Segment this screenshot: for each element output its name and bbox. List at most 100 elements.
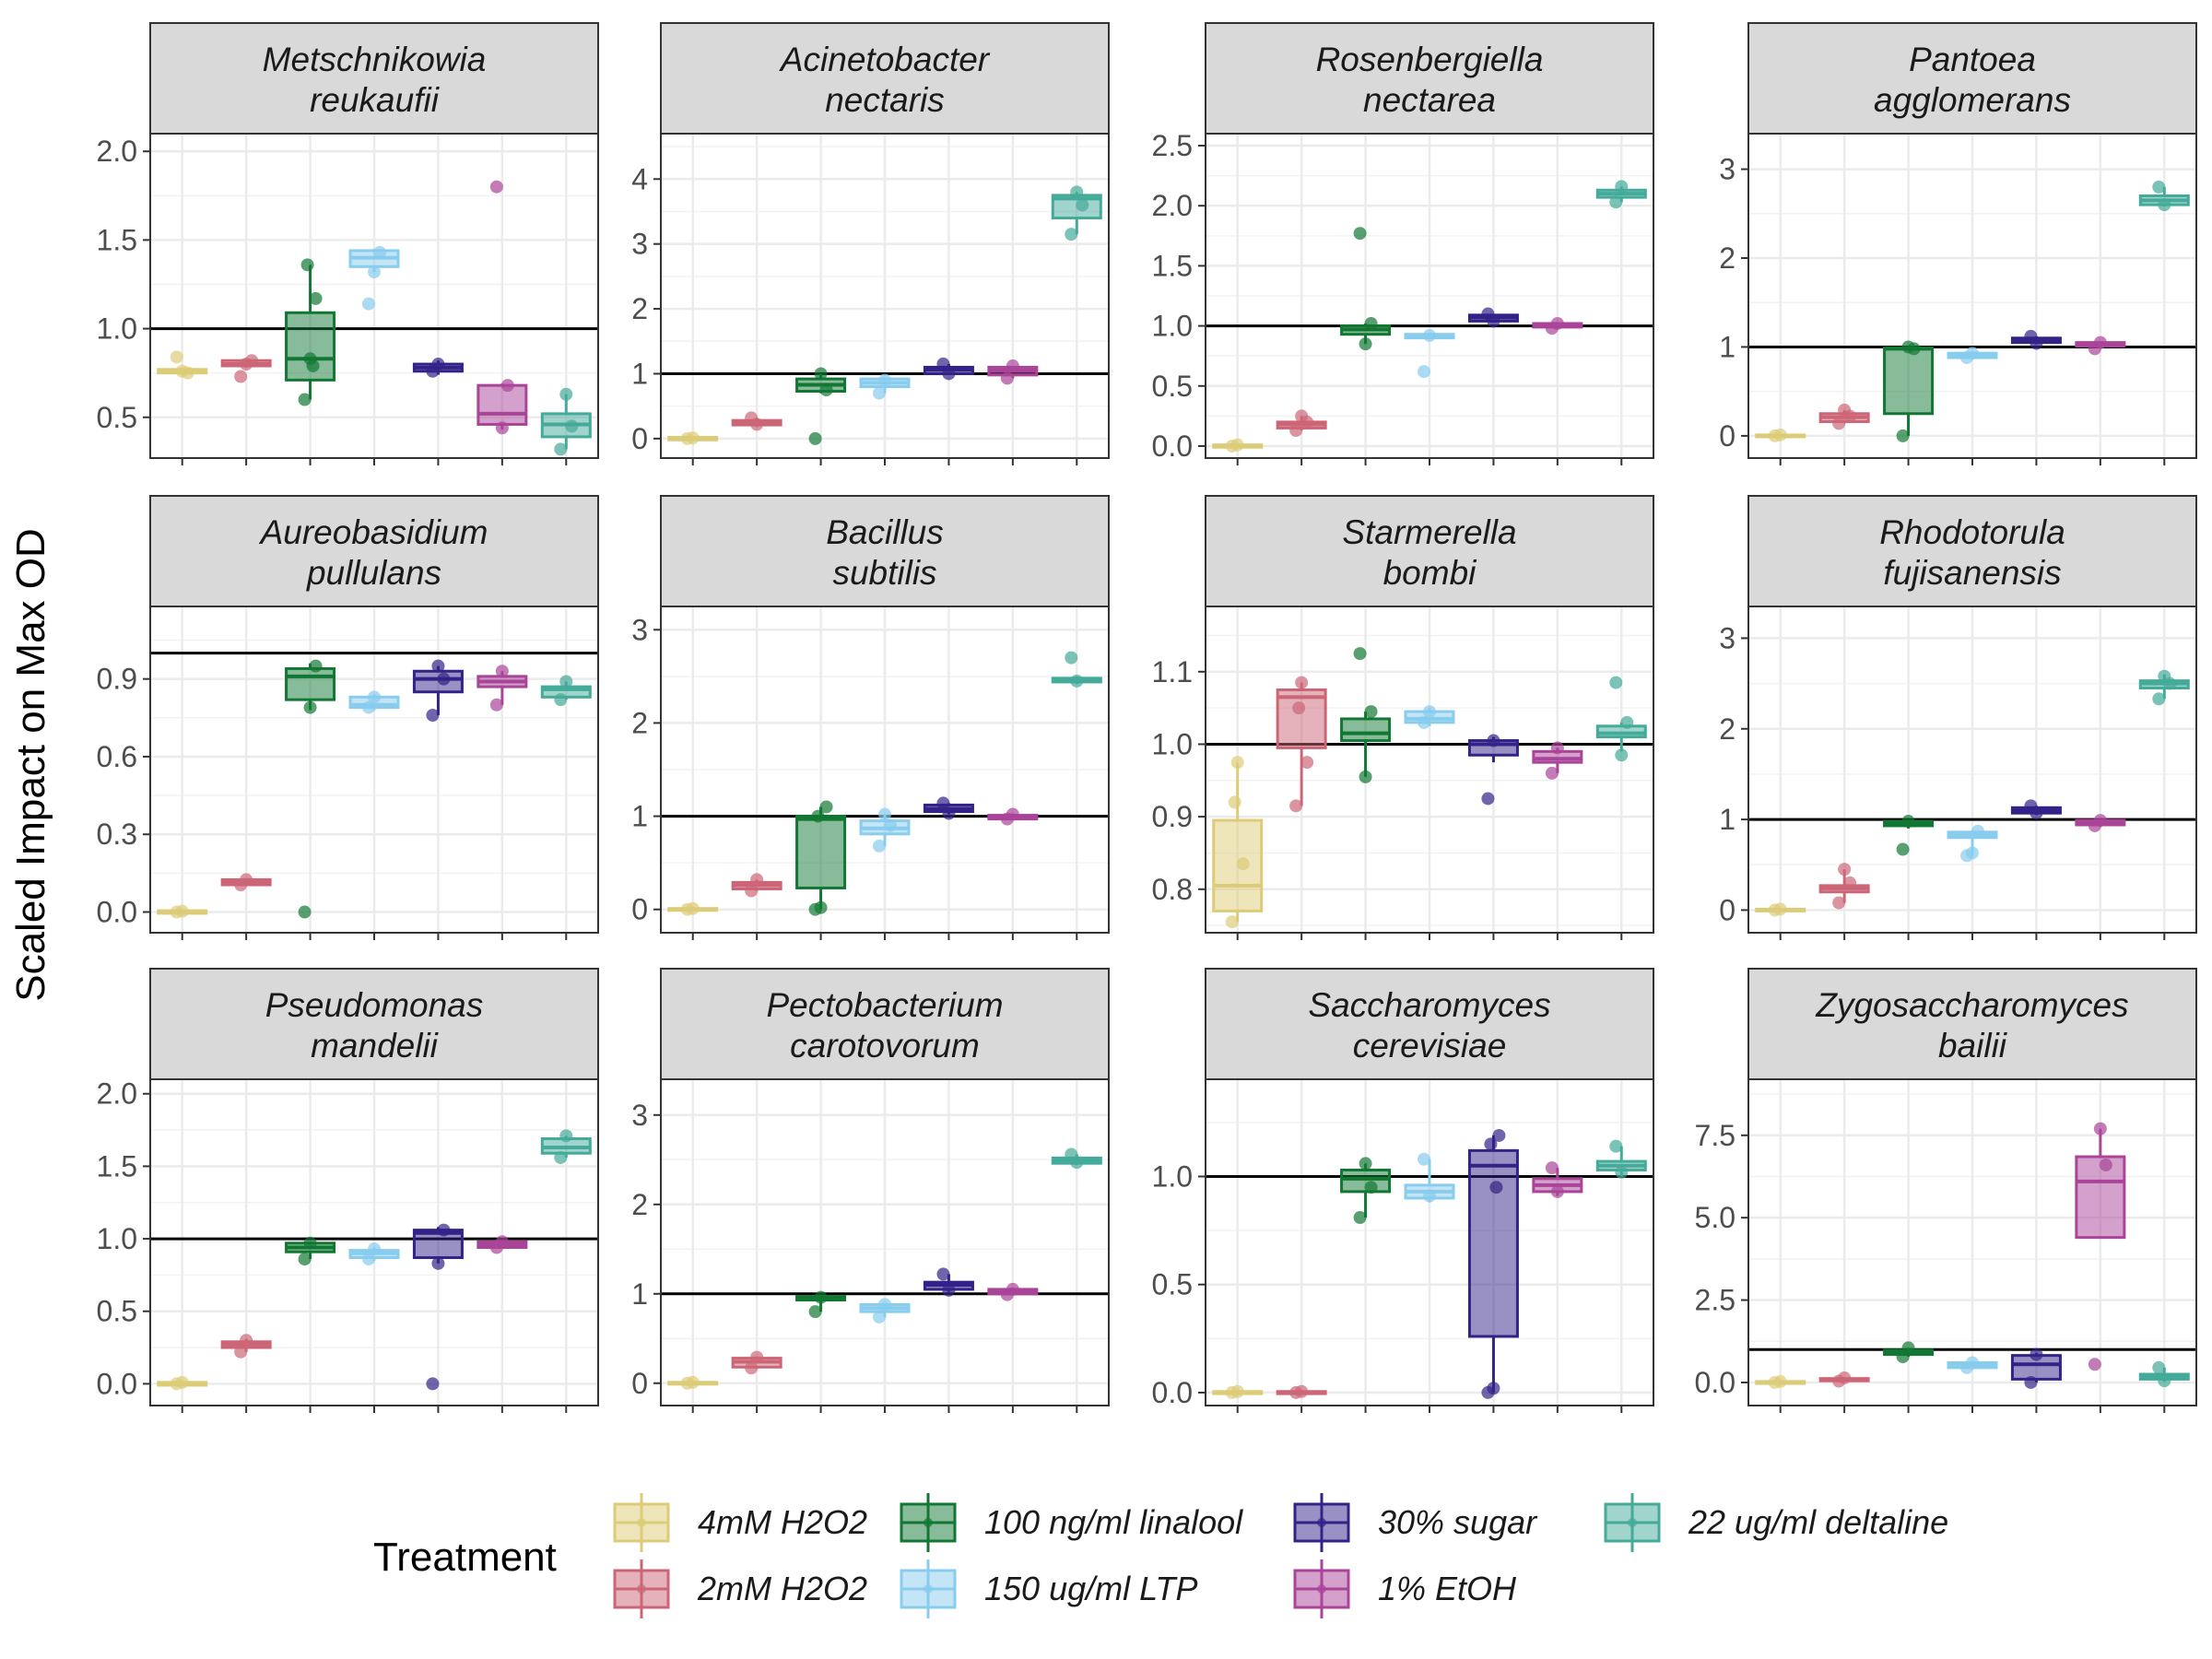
data-point [181,366,194,380]
y-tick-label: 1.5 [97,1149,137,1182]
data-point [873,386,886,400]
data-point [1065,651,1078,665]
data-point [1076,198,1089,212]
data-point [1289,799,1303,813]
boxplot [1276,1384,1327,1399]
legend-key-point [1317,1584,1326,1594]
boxplot [285,659,336,919]
boxplot [540,387,592,456]
data-point [362,700,375,714]
y-tick-label: 1.0 [97,1222,137,1255]
boxplot [923,357,974,381]
data-point [936,796,950,810]
data-point [750,1350,764,1364]
boxplot [220,354,272,383]
y-tick-label: 0.0 [1152,429,1193,463]
strip-title-line1: Saccharomyces [1308,986,1550,1024]
data-point [2093,1122,2107,1135]
boxplot [1404,1152,1455,1203]
data-point [1423,1189,1436,1203]
strip-title-line1: Aureobasidium [259,513,488,551]
legend-label: 1% EtOH [1378,1570,1517,1607]
strip-background [149,495,599,607]
boxplot [923,796,974,820]
legend-title: Treatment [373,1535,557,1580]
boxplot [1883,340,1935,442]
legend-entry: 22 ug/ml deltaline [1604,1493,1948,1552]
data-point [362,297,375,311]
data-point [1838,863,1852,877]
data-point [368,265,381,279]
y-tick-label: 0 [1719,419,1735,453]
boxplot [1467,307,1519,328]
data-point [808,431,822,445]
strip-background [660,968,1110,1080]
y-tick-label: 0.5 [97,401,137,434]
boxplot [157,1375,208,1391]
data-point [1550,741,1564,755]
data-point [2030,1347,2043,1361]
data-point [300,258,314,272]
data-point [298,1253,312,1266]
data-point [808,1305,822,1319]
y-tick-label: 0.5 [1152,370,1193,403]
y-tick-label: 0.6 [97,740,137,773]
data-point [1364,705,1378,719]
y-tick-label: 3 [631,228,648,261]
y-tick-label: 0.3 [97,818,137,851]
box [1467,1148,1519,1338]
strip-title-line1: Acinetobacter [779,41,991,78]
y-tick-label: 1 [1719,330,1735,363]
data-point [1228,795,1241,809]
strip-title-line2: agglomerans [1874,81,2071,119]
boxplot [1051,1147,1102,1170]
y-tick-label: 2 [631,1188,648,1221]
strip-title-line1: Rosenbergiella [1316,41,1544,78]
data-point [1896,429,1910,442]
boxplot [1212,1384,1264,1399]
boxplot [2010,1347,2062,1389]
y-tick-label: 0 [631,893,648,926]
boxplot [1212,438,1264,453]
y-tick-label: 5.0 [1695,1201,1735,1234]
strip-title-line2: nectaris [825,81,945,119]
boxplot [859,373,911,400]
data-point [814,900,828,914]
data-point [1487,734,1500,747]
data-point [1773,428,1787,441]
data-point [878,1298,891,1312]
data-point [873,1310,886,1324]
data-point [437,672,451,686]
y-tick-label: 0 [1719,893,1735,926]
data-point [1971,824,1984,838]
boxplot [1755,1374,1806,1389]
y-tick-label: 3 [631,613,648,646]
data-point [1896,842,1910,856]
strip-title-line2: cerevisiae [1353,1027,1507,1065]
y-tick-label: 2.0 [97,135,137,168]
data-point [2158,1374,2171,1388]
data-point [1966,347,1979,360]
data-point [1966,846,1979,860]
data-point [878,373,891,387]
data-point [1364,1181,1378,1194]
boxplot [923,1267,974,1297]
legend-key-point [1317,1518,1326,1527]
data-point [873,839,886,853]
boxplot [1818,1371,1870,1388]
data-point [495,421,509,435]
strip-title-line2: bombi [1383,554,1478,592]
data-point [1832,417,1846,430]
boxplot [477,1235,528,1254]
y-tick-label: 1.5 [97,223,137,256]
data-point [2030,806,2043,820]
data-point [303,700,317,714]
data-point [1230,438,1244,452]
y-tick-label: 0.9 [97,663,137,696]
y-tick-label: 0 [631,1367,648,1400]
boxplot [987,1282,1039,1301]
